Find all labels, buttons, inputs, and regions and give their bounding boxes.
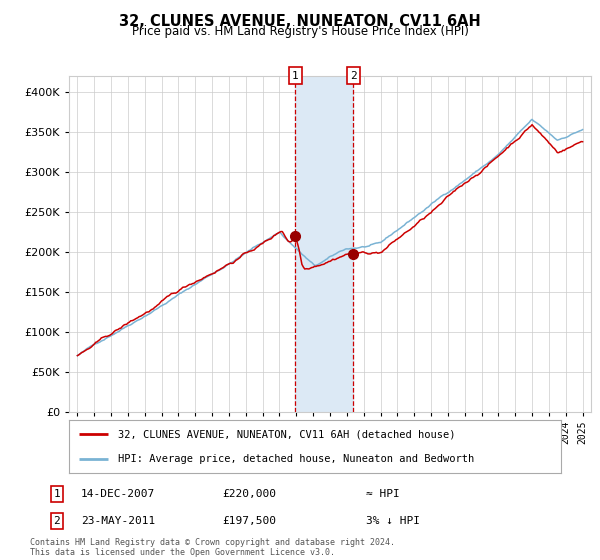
Text: £197,500: £197,500	[222, 516, 276, 526]
Text: 14-DEC-2007: 14-DEC-2007	[81, 489, 155, 499]
Text: 2: 2	[53, 516, 61, 526]
Text: 1: 1	[53, 489, 61, 499]
Text: 23-MAY-2011: 23-MAY-2011	[81, 516, 155, 526]
Text: 32, CLUNES AVENUE, NUNEATON, CV11 6AH (detached house): 32, CLUNES AVENUE, NUNEATON, CV11 6AH (d…	[118, 430, 456, 440]
Bar	[295, 76, 353, 412]
Text: £220,000: £220,000	[222, 489, 276, 499]
Text: ≈ HPI: ≈ HPI	[366, 489, 400, 499]
Text: HPI: Average price, detached house, Nuneaton and Bedworth: HPI: Average price, detached house, Nune…	[118, 454, 475, 464]
Text: 3% ↓ HPI: 3% ↓ HPI	[366, 516, 420, 526]
Text: Contains HM Land Registry data © Crown copyright and database right 2024.
This d: Contains HM Land Registry data © Crown c…	[30, 538, 395, 557]
Text: 1: 1	[292, 71, 299, 81]
Text: 32, CLUNES AVENUE, NUNEATON, CV11 6AH: 32, CLUNES AVENUE, NUNEATON, CV11 6AH	[119, 14, 481, 29]
Text: Price paid vs. HM Land Registry's House Price Index (HPI): Price paid vs. HM Land Registry's House …	[131, 25, 469, 38]
Text: 2: 2	[350, 71, 356, 81]
